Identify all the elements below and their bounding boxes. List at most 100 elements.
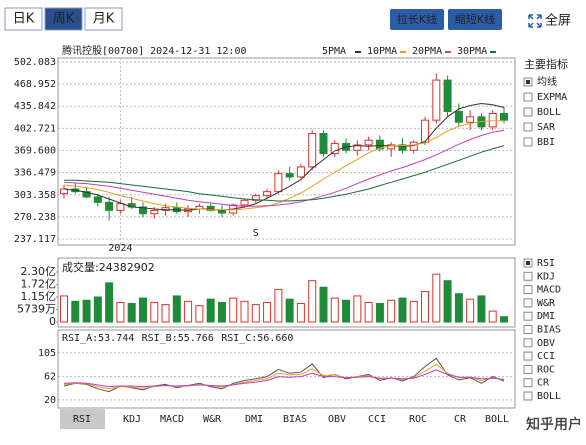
y-tick-label: 369.600 <box>14 146 56 157</box>
legend-label: 10PMA <box>367 46 397 57</box>
volume-bar <box>206 298 215 323</box>
volume-bar <box>82 299 91 323</box>
volume-bar <box>409 300 418 323</box>
y-tick-label: 62 <box>44 372 56 383</box>
bottom-tab[interactable]: CR <box>454 414 467 425</box>
volume-bar <box>296 303 305 323</box>
watermark: 知乎用户 <box>526 416 582 433</box>
candle-body <box>353 144 362 151</box>
checkbox[interactable] <box>523 391 533 401</box>
volume-bar <box>477 295 486 323</box>
fullscreen-icon[interactable] <box>528 14 542 28</box>
sub-indicator-option[interactable]: CR <box>537 378 550 389</box>
y-tick-label: 502.083 <box>14 57 56 68</box>
volume-bar <box>375 303 384 323</box>
bottom-tab[interactable]: OBV <box>328 414 346 425</box>
volume-bar <box>364 301 373 323</box>
volume-bar <box>240 300 249 323</box>
zoom-button-label[interactable]: 拉长K线 <box>397 12 437 26</box>
zoom-button[interactable] <box>390 9 444 30</box>
period-tab[interactable] <box>4 7 43 31</box>
y-tick-label: 5739万 <box>17 303 56 316</box>
sub-indicator-option[interactable]: OBV <box>537 338 555 349</box>
zoom-button[interactable] <box>448 9 502 30</box>
sub-indicator-option[interactable]: RSI <box>537 258 555 269</box>
volume-bar <box>184 300 193 323</box>
bottom-tab[interactable]: MACD <box>160 414 184 425</box>
checkbox[interactable] <box>523 107 533 117</box>
chart-title: 腾讯控股[00700] 2024-12-31 12:00 <box>62 44 247 57</box>
bottom-tab[interactable]: RSI <box>73 414 91 425</box>
candle-body <box>421 119 430 143</box>
bottom-tab-active[interactable] <box>60 409 105 429</box>
bottom-tab[interactable]: W&R <box>203 414 222 425</box>
period-tab-label[interactable]: 月K <box>93 12 115 27</box>
volume-bar <box>172 295 181 323</box>
volume-bar <box>466 298 475 323</box>
candle-body <box>285 173 294 178</box>
indicator-line <box>63 363 505 390</box>
sub-indicator-option[interactable]: BOLL <box>537 391 561 402</box>
period-tab-label[interactable]: 周K <box>53 12 75 27</box>
y-tick-label: 2.30亿 <box>21 265 57 278</box>
candle-body <box>206 205 215 211</box>
candle-body <box>488 112 497 128</box>
sub-indicator-option[interactable]: DMI <box>537 311 555 322</box>
volume-bar <box>353 295 362 323</box>
volume-bar <box>488 310 497 323</box>
fullscreen[interactable]: 全屏 <box>545 13 571 29</box>
checkbox[interactable] <box>523 311 533 321</box>
volume-bar <box>285 298 294 323</box>
y-tick-label: 1.72亿 <box>21 278 57 291</box>
checkbox[interactable] <box>523 378 533 388</box>
volume-bar <box>454 293 463 323</box>
sub-indicator-option[interactable]: W&R <box>537 298 556 309</box>
indicator-option[interactable]: BBI <box>537 137 555 148</box>
indicator-option[interactable]: SAR <box>537 122 556 133</box>
candle-body <box>240 199 249 206</box>
bottom-tab[interactable]: BIAS <box>283 414 307 425</box>
sub-indicator-option[interactable]: ROC <box>537 364 555 375</box>
volume-bar <box>217 301 226 323</box>
candle-body <box>93 196 102 203</box>
sub-indicator-option[interactable]: CCI <box>537 351 555 362</box>
checkbox[interactable] <box>523 92 533 102</box>
checkbox[interactable] <box>523 271 533 281</box>
legend-label: RSI_C:56.660 <box>221 333 293 344</box>
candle-body <box>138 206 147 215</box>
legend-label: 20PMA <box>412 46 442 57</box>
bottom-tab[interactable]: ROC <box>409 414 427 425</box>
chart-title: 成交量:24382902 <box>62 260 155 274</box>
volume-bar <box>195 305 204 323</box>
indicator-option[interactable]: BOLL <box>537 107 561 118</box>
volume-bar <box>432 273 441 323</box>
bottom-tab[interactable]: BOLL <box>485 414 509 425</box>
zoom-button-label[interactable]: 缩短K线 <box>455 12 495 26</box>
checkbox[interactable] <box>523 325 533 334</box>
checkbox-mark[interactable] <box>526 261 530 265</box>
checkbox-mark[interactable] <box>526 80 530 84</box>
sub-indicator-option[interactable]: MACD <box>537 285 561 296</box>
bottom-tab[interactable]: KDJ <box>123 414 141 425</box>
period-tab[interactable] <box>84 7 123 31</box>
sub-indicator-option[interactable]: KDJ <box>537 271 555 282</box>
period-tab-label[interactable]: 日K <box>13 12 35 27</box>
sub-indicator-option[interactable]: BIAS <box>537 325 561 336</box>
checkbox[interactable] <box>523 122 533 132</box>
checkbox[interactable] <box>523 338 533 348</box>
indicator-option[interactable]: 均线 <box>537 75 557 88</box>
y-tick-label: 270.238 <box>14 212 56 223</box>
checkbox[interactable] <box>523 137 533 147</box>
bottom-tab[interactable]: CCI <box>368 414 386 425</box>
checkbox[interactable] <box>523 364 533 374</box>
indicator-option[interactable]: EXPMA <box>537 92 567 103</box>
legend-label: 30PMA <box>457 46 487 57</box>
candle-body <box>150 209 159 215</box>
y-tick-label: 402.721 <box>14 123 56 134</box>
checkbox[interactable] <box>523 351 533 361</box>
checkbox[interactable] <box>523 298 533 308</box>
period-tab[interactable] <box>44 7 83 31</box>
checkbox[interactable] <box>523 285 533 295</box>
bottom-tab[interactable]: DMI <box>245 414 263 425</box>
volume-bar <box>319 286 328 323</box>
